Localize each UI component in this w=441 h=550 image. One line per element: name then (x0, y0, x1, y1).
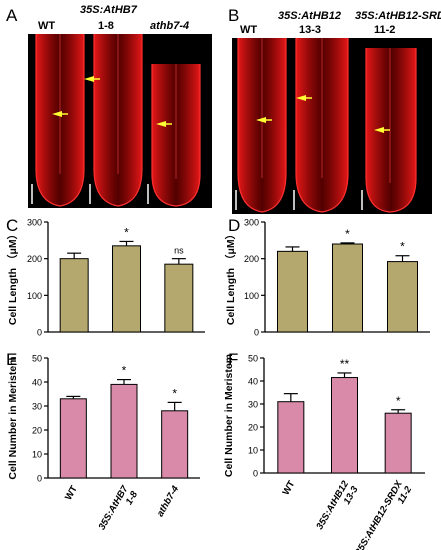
panel-b-label-11-2: 11-2 (374, 24, 396, 36)
panel-a-label-wt: WT (38, 20, 56, 32)
chart-c-bar-0 (59, 258, 89, 333)
chart-e-category-label-0: WT (63, 484, 80, 502)
panel-b-header-srdx: 35S:AtHB12-SRDX (355, 10, 441, 22)
chart-d-annotation-2: * (400, 240, 405, 254)
micrograph-b-roots (235, 38, 417, 213)
chart-c-ylabel: Cell Length （μM） (6, 229, 19, 325)
chart-d-bar-0 (277, 250, 308, 333)
arrow-a1 (52, 111, 62, 117)
chart-f-ytick-label-0: 0 (253, 469, 258, 479)
chart-e-ytick-label-3: 30 (32, 402, 42, 412)
arrow-b3 (374, 127, 384, 133)
panel-letter-a: A (6, 6, 18, 25)
panel-b-label-wt: WT (240, 24, 258, 36)
chart-c-ytick-label-3: 300 (27, 218, 42, 228)
chart-e-bar-0 (59, 398, 87, 479)
arrow-a3 (156, 121, 166, 127)
chart-e-ytick-label-5: 50 (32, 354, 42, 364)
chart-d: 0 100 200 300 Cell Length （μM） * * (224, 218, 430, 338)
chart-f-category-label-2: 35S:AtHB12-SRDX11-2 (353, 478, 414, 550)
chart-d-ylabel: Cell Length （μM） (224, 229, 237, 325)
chart-f-ylabel: Cell Number in Meristem (223, 354, 235, 477)
chart-d-ytick-label-2: 200 (244, 254, 259, 264)
panel-letter-e: E (6, 350, 18, 369)
chart-e-ytick-label-1: 10 (32, 450, 42, 460)
chart-e-ytick-label-2: 20 (32, 426, 42, 436)
chart-d-ytick-label-3: 300 (244, 218, 259, 228)
chart-f-category-label-1: 35S:AtHB1213-3 (314, 478, 361, 537)
panel-letter-b: B (228, 6, 240, 25)
chart-d-annotation-1: * (345, 227, 350, 241)
panel-letter-c: C (6, 216, 19, 235)
chart-e-ytick-label-4: 40 (32, 378, 42, 388)
micrograph-a (28, 34, 212, 208)
chart-d-bar-1 (332, 243, 363, 333)
chart-d-ytick-label-1: 100 (244, 291, 259, 301)
chart-c-bar-1 (112, 245, 141, 333)
arrow-b1 (256, 117, 266, 123)
chart-f-ytick-label-1: 10 (248, 446, 258, 456)
chart-f: 0 10 20 30 40 50 Cell Number in Meristem WT ** 35… (223, 354, 425, 550)
chart-f-annotation-2: * (396, 394, 401, 408)
chart-d-bar-2 (387, 261, 418, 333)
chart-e-bar-2 (161, 410, 189, 479)
chart-f-bar-1 (331, 377, 358, 474)
panel-b-header-athb12: 35S:AtHB12 (278, 10, 341, 22)
panel-b-label-13-3: 13-3 (299, 24, 322, 36)
chart-e-bar-1 (110, 383, 138, 479)
panel-letter-d: D (228, 216, 241, 235)
chart-f-ytick-label-3: 30 (248, 400, 258, 410)
chart-f-ytick-label-2: 20 (248, 423, 258, 433)
chart-e-ylabel: Cell Number in Meristem (7, 356, 19, 479)
chart-e-annotation-1: * (122, 364, 127, 378)
panel-a-label-athb7-4: athb7-4 (150, 20, 190, 32)
panel-letter-f: F (228, 350, 239, 369)
chart-e-ytick-label-0: 0 (37, 474, 42, 484)
chart-f-ytick-label-5: 50 (248, 354, 258, 364)
chart-c-annotation-1: * (124, 225, 129, 239)
chart-f-category-label-0: WT (281, 479, 298, 497)
chart-c-bar-2 (164, 263, 194, 333)
chart-f-bar-0 (277, 401, 305, 474)
panel-a-header: 35S:AtHB7 (80, 4, 137, 16)
chart-c: 0 100 200 300 Cell Length （μM） * ns (6, 218, 205, 338)
chart-c-ytick-label-1: 100 (27, 291, 42, 301)
chart-e-category-label-2: athb7-4 (155, 483, 182, 518)
arrow-a2 (84, 76, 94, 82)
chart-d-ytick-label-0: 0 (254, 328, 259, 338)
chart-f-annotation-1: ** (340, 357, 350, 371)
chart-e-annotation-2: * (172, 386, 177, 400)
chart-c-ytick-label-2: 200 (27, 254, 42, 264)
chart-e-category-label-1: 35S:AtHB71-8 (97, 483, 141, 537)
chart-c-annotation-2: ns (174, 246, 184, 256)
chart-f-bar-2 (384, 412, 412, 474)
arrow-b2 (296, 95, 306, 101)
panel-a-label-1-8: 1-8 (98, 20, 114, 32)
micrograph-a-roots (31, 34, 201, 207)
chart-e: 0 10 20 30 40 50 Cell Number in Meristem WT * 35S… (7, 354, 200, 537)
chart-c-ytick-label-0: 0 (37, 328, 42, 338)
micrograph-b (232, 38, 432, 214)
chart-f-ytick-label-4: 40 (248, 377, 258, 387)
